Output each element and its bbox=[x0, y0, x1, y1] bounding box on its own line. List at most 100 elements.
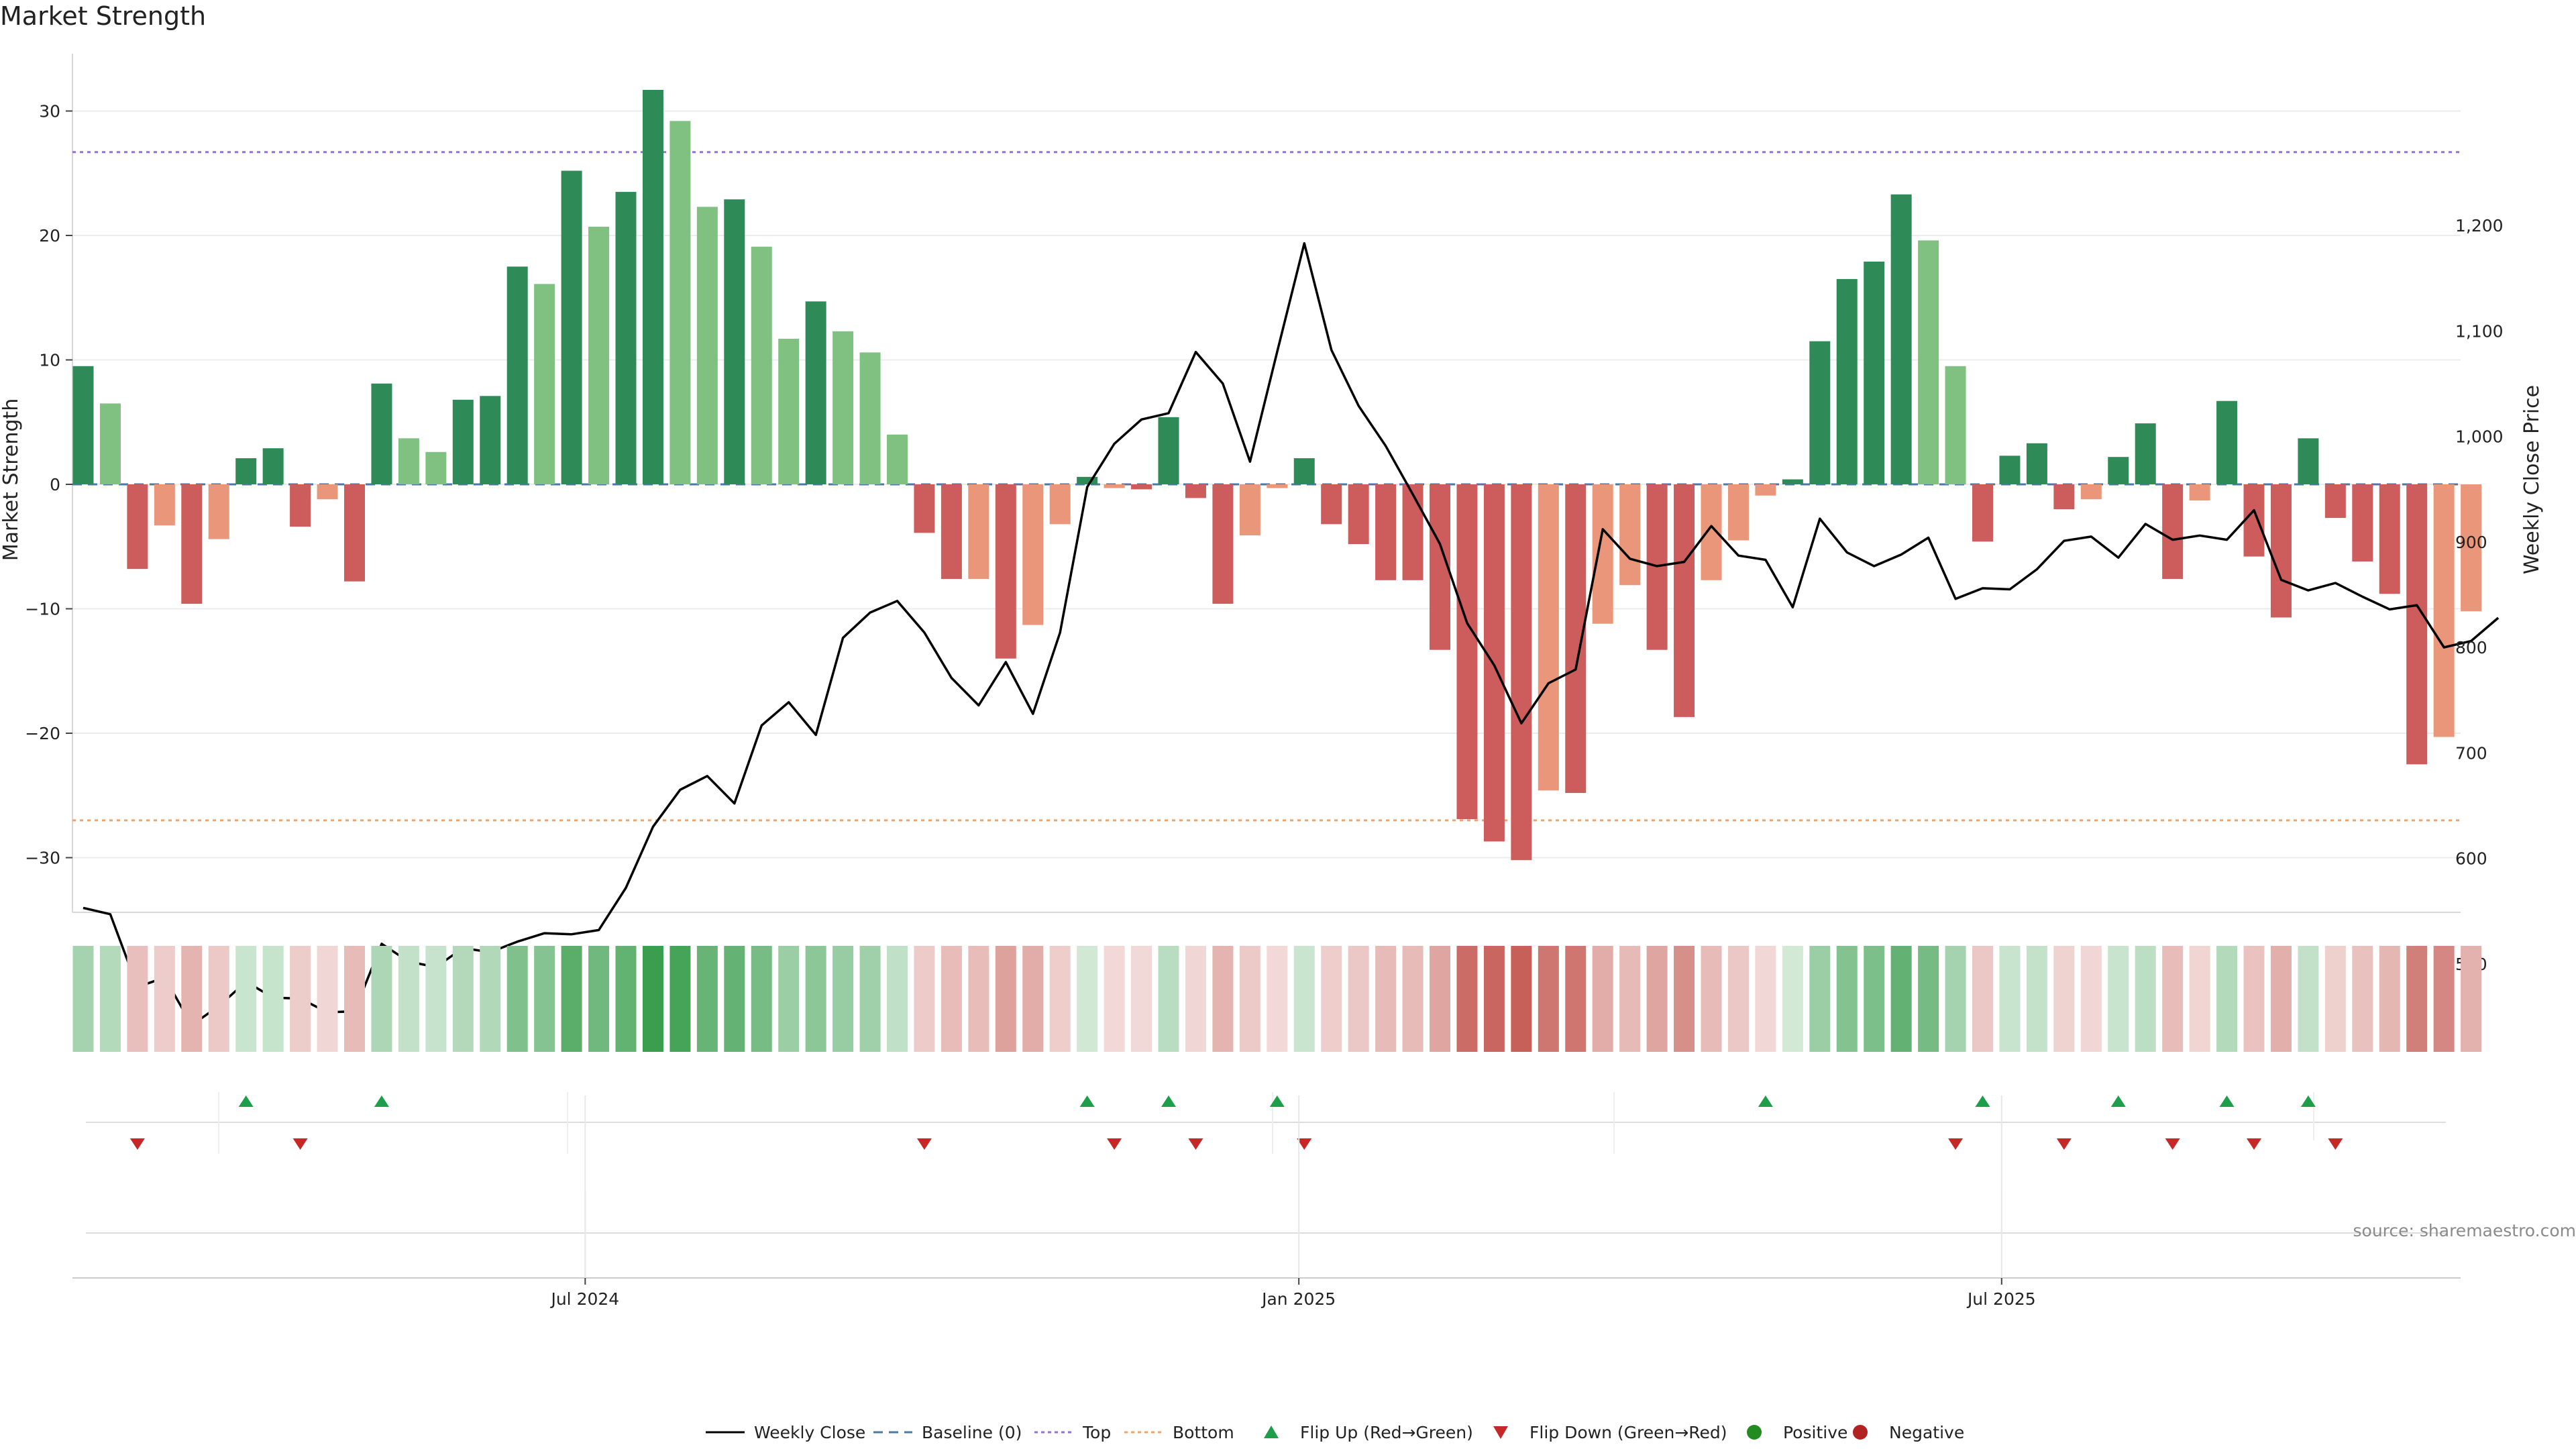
heat-cell bbox=[1293, 946, 1315, 1052]
strength-bar bbox=[1131, 484, 1152, 490]
legend-label: Baseline (0) bbox=[922, 1423, 1022, 1442]
strength-bar bbox=[1890, 194, 1912, 484]
strength-bar bbox=[1755, 484, 1776, 496]
strength-bar bbox=[696, 207, 718, 484]
flip-up-marker bbox=[2300, 1095, 2316, 1107]
strength-bar bbox=[2080, 484, 2102, 500]
legend-label: Weekly Close bbox=[754, 1423, 865, 1442]
heat-cell bbox=[1918, 946, 1939, 1052]
strength-bar bbox=[941, 484, 962, 579]
strength-bar bbox=[724, 199, 745, 484]
legend-swatch-negative bbox=[1853, 1425, 1868, 1440]
strength-bar bbox=[1999, 455, 2021, 484]
reference-lines bbox=[72, 151, 2461, 822]
heat-cell bbox=[1321, 946, 1342, 1052]
flip-up-marker bbox=[1079, 1095, 1095, 1107]
strength-bar bbox=[1049, 484, 1071, 525]
strength-bar bbox=[99, 403, 121, 484]
strength-bar bbox=[833, 331, 854, 484]
heat-cell bbox=[1836, 946, 1858, 1052]
heat-cell bbox=[2026, 946, 2047, 1052]
strength-bar bbox=[1483, 484, 1505, 842]
heat-cell bbox=[615, 946, 637, 1052]
heat-cell bbox=[588, 946, 610, 1052]
heat-cell bbox=[1430, 946, 1450, 1052]
heat-cell bbox=[2324, 946, 2346, 1052]
strength-bar bbox=[859, 352, 881, 484]
y-tick-label: 10 bbox=[39, 351, 60, 370]
heat-cell bbox=[2108, 946, 2129, 1052]
strength-bar bbox=[534, 284, 555, 484]
strength-bar bbox=[425, 451, 447, 484]
legend-label: Bottom bbox=[1173, 1423, 1234, 1442]
flip-down-marker bbox=[2247, 1138, 2261, 1150]
strength-bar bbox=[1239, 484, 1260, 536]
heat-cell bbox=[941, 946, 962, 1052]
strength-bar bbox=[1945, 366, 1966, 484]
source-note: source: sharemaestro.com bbox=[2353, 1221, 2576, 1240]
legend-swatch-flip-up bbox=[1264, 1426, 1279, 1438]
strength-bar bbox=[1619, 484, 1641, 586]
strength-bar bbox=[1267, 484, 1288, 488]
strength-bar bbox=[2298, 438, 2319, 484]
heat-cell bbox=[1348, 946, 1369, 1052]
heat-cell bbox=[127, 946, 148, 1052]
strength-bar bbox=[2461, 484, 2482, 612]
heat-cell bbox=[887, 946, 908, 1052]
strength-bar bbox=[2433, 484, 2455, 737]
heat-cell bbox=[1158, 946, 1179, 1052]
flip-up-marker bbox=[238, 1095, 254, 1107]
strength-bar bbox=[235, 458, 257, 484]
flip-down-marker bbox=[2056, 1138, 2072, 1150]
strength-bar bbox=[615, 192, 637, 484]
heat-cell bbox=[1131, 946, 1152, 1052]
heat-cell bbox=[642, 946, 663, 1052]
strength-bar bbox=[2026, 443, 2047, 484]
y-tick-label: 30 bbox=[39, 102, 60, 121]
flip-down-marker bbox=[2328, 1138, 2343, 1150]
heat-cell bbox=[1538, 946, 1559, 1052]
flip-up-marker bbox=[1161, 1095, 1176, 1107]
flip-up-marker bbox=[1975, 1095, 1990, 1107]
legend-label: Negative bbox=[1889, 1423, 1964, 1442]
heat-cell bbox=[1999, 946, 2021, 1052]
heat-cell bbox=[1972, 946, 1993, 1052]
legend-swatch-flip-down bbox=[1493, 1426, 1508, 1439]
strength-bar bbox=[561, 170, 582, 485]
left-axis-ticks: 30 20 10 0 −10 −20 −30 bbox=[25, 102, 72, 868]
x-tick-label: Jul 2025 bbox=[1966, 1289, 2036, 1309]
heat-cell bbox=[506, 946, 528, 1052]
strength-bar bbox=[154, 484, 175, 526]
flip-down-marker bbox=[1107, 1138, 1122, 1150]
heat-cell bbox=[2243, 946, 2265, 1052]
heat-cell bbox=[2298, 946, 2319, 1052]
y2-tick-label: 1,000 bbox=[2455, 427, 2504, 447]
strength-bar bbox=[1511, 484, 1532, 861]
heat-cell bbox=[1022, 946, 1044, 1052]
strength-bar bbox=[2108, 457, 2129, 484]
y-tick-label: −20 bbox=[25, 724, 60, 743]
heat-cell bbox=[2270, 946, 2292, 1052]
heat-cell bbox=[968, 946, 989, 1052]
strength-bar bbox=[290, 484, 311, 527]
heat-cell bbox=[1782, 946, 1803, 1052]
chart-title: Market Strength bbox=[0, 1, 207, 31]
heat-cell bbox=[262, 946, 284, 1052]
legend-label: Top bbox=[1082, 1423, 1111, 1442]
strength-bar bbox=[778, 338, 800, 484]
flip-down-marker bbox=[292, 1138, 308, 1150]
heat-cell bbox=[1456, 946, 1478, 1052]
flip-down-marker bbox=[916, 1138, 932, 1150]
heat-cell bbox=[1890, 946, 1912, 1052]
heat-cell bbox=[1185, 946, 1206, 1052]
strength-bar bbox=[1402, 484, 1424, 580]
strength-bar bbox=[2270, 484, 2292, 618]
strength-bar bbox=[72, 366, 94, 484]
strength-bars bbox=[72, 89, 2482, 861]
flip-down-marker bbox=[2165, 1138, 2180, 1150]
heat-cell bbox=[805, 946, 826, 1052]
heat-cell bbox=[2352, 946, 2373, 1052]
flip-down-marker bbox=[1948, 1138, 1964, 1150]
strength-bar bbox=[1592, 484, 1613, 624]
strength-bar bbox=[1456, 484, 1478, 819]
